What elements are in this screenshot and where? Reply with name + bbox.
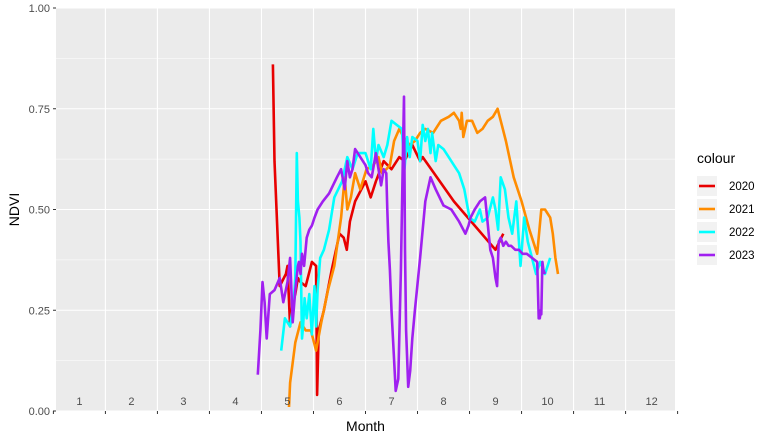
x-tick-label: 12 xyxy=(645,396,657,408)
legend-item-2023: 2023 xyxy=(697,245,755,265)
x-tick-label: 5 xyxy=(284,396,290,408)
y-tick-label: 0.00 xyxy=(29,406,50,418)
y-axis: 0.00 0.25 0.50 0.75 1.00 xyxy=(29,3,56,418)
y-tick-label: 0.25 xyxy=(29,305,50,317)
x-tick-label: 3 xyxy=(180,396,186,408)
x-tick-label: 6 xyxy=(336,396,342,408)
x-tick-label: 1 xyxy=(76,396,82,408)
legend: colour 2020 2021 2022 2023 xyxy=(697,150,755,265)
legend-items: 2020 2021 2022 2023 xyxy=(697,176,755,265)
legend-label-2023: 2023 xyxy=(729,250,755,262)
legend-item-2022: 2022 xyxy=(697,222,755,242)
legend-item-2021: 2021 xyxy=(697,199,755,219)
x-tick-label: 9 xyxy=(492,396,498,408)
x-tick-label: 10 xyxy=(541,396,553,408)
x-tick-label: 8 xyxy=(440,396,446,408)
y-tick-label: 0.75 xyxy=(29,104,50,116)
series-line-2022 xyxy=(279,119,552,351)
x-axis-title: Month xyxy=(346,418,385,434)
series-lines xyxy=(256,64,560,408)
legend-label-2020: 2020 xyxy=(729,181,755,193)
legend-label-2022: 2022 xyxy=(729,227,755,239)
legend-item-2020: 2020 xyxy=(697,176,755,196)
legend-label-2021: 2021 xyxy=(729,204,755,216)
y-axis-title: NDVI xyxy=(6,193,22,226)
legend-title: colour xyxy=(697,150,735,166)
series-line-2023 xyxy=(256,95,547,393)
y-tick-label: 1.00 xyxy=(29,3,50,15)
x-tick-label: 11 xyxy=(594,396,605,408)
x-tick-label: 4 xyxy=(232,396,238,408)
x-tick-label: 2 xyxy=(128,396,134,408)
x-tick-label: 7 xyxy=(388,396,394,408)
y-tick-label: 0.50 xyxy=(29,205,50,217)
x-axis: 1 2 3 4 5 6 7 8 9 10 11 12 xyxy=(52,396,679,414)
